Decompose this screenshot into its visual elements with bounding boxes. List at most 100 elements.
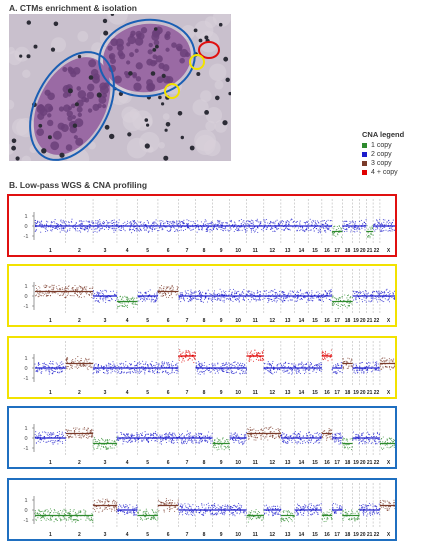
chromosome-label: 13 [285,318,291,324]
chromosome-label: 9 [220,460,223,466]
chromosome-label: 5 [146,318,149,324]
chromosome-label: 3 [104,532,107,538]
chromosome-label: 20 [360,460,366,466]
chromosome-label: 4 [126,532,129,538]
micrograph-image [9,14,231,161]
chromosome-label: 22 [374,248,380,254]
cna-profile-panel: 1 0 -1 1 2 3 4 5 6 7 8 9 10 11 12 13 14 15 16 17 18 19 20 21 22 X [7,194,397,257]
chromosome-label: 20 [360,390,366,396]
cell-circle-yellow [189,54,205,70]
chromosome-label: 1 [49,248,52,254]
cna-profile-panel: 1 0 -1 1 2 3 4 5 6 7 8 9 10 11 12 13 14 15 16 17 18 19 20 21 22 X [7,478,397,541]
y-tick-label: -1 [24,518,29,524]
chromosome-label: 15 [312,318,318,324]
y-tick-label: 1 [24,426,27,432]
cna-profile-panel: 1 0 -1 1 2 3 4 5 6 7 8 9 10 11 12 13 14 15 16 17 18 19 20 21 22 X [7,264,397,327]
chromosome-label: X [387,248,391,254]
chromosome-label: 22 [374,460,380,466]
chromosome-label: 16 [324,318,330,324]
chromosome-label: 14 [299,532,305,538]
chromosome-label: 8 [203,532,206,538]
chromosome-label: 20 [360,248,366,254]
chromosome-label: 19 [353,532,359,538]
chromosome-label: 19 [353,390,359,396]
chromosome-label: 14 [299,248,305,254]
chromosome-label: 13 [285,248,291,254]
chromosome-label: 21 [367,390,373,396]
chromosome-label: 5 [146,390,149,396]
chromosome-label: 13 [285,390,291,396]
chromosome-label: 2 [78,390,81,396]
chromosome-label: 3 [104,248,107,254]
chromosome-label: 19 [353,318,359,324]
chromosome-label: 9 [220,390,223,396]
legend-item: 1 copy [362,141,404,150]
chromosome-label: 5 [146,460,149,466]
legend-item: 3 copy [362,159,404,168]
chromosome-label: 8 [203,390,206,396]
cell-circle-yellow [164,83,180,99]
chromosome-label: 11 [253,390,259,396]
chromosome-label: 7 [186,390,189,396]
legend-swatch [362,170,367,175]
chromosome-label: 2 [78,532,81,538]
chromosome-label: 18 [345,390,351,396]
chromosome-label: 10 [235,248,241,254]
chromosome-label: 22 [374,318,380,324]
chromosome-label: 2 [78,318,81,324]
chromosome-label: 14 [299,390,305,396]
chromosome-label: 15 [312,390,318,396]
chromosome-label: 17 [334,248,340,254]
cna-scatter [34,349,395,376]
chromosome-label: 9 [220,248,223,254]
y-tick-label: -1 [24,234,29,240]
chromosome-label: 1 [49,532,52,538]
chromosome-label: 17 [334,532,340,538]
chromosome-label: 13 [285,460,291,466]
chromosome-label: 2 [78,460,81,466]
y-tick-label: -1 [24,446,29,452]
chromosome-label: 16 [324,248,330,254]
legend-swatch [362,143,367,148]
cna-scatter [34,426,395,451]
chromosome-label: 7 [186,248,189,254]
section-a-title: A. CTMs enrichment & isolation [9,3,137,13]
legend-label: 4 + copy [371,169,398,176]
chromosome-label: 4 [126,318,129,324]
y-tick-label: 0 [24,224,27,230]
chromosome-label: 5 [146,532,149,538]
legend-item: 2 copy [362,150,404,159]
chromosome-label: X [387,460,391,466]
chromosome-label: 5 [146,248,149,254]
cna-profile-panel: 1 0 -1 1 2 3 4 5 6 7 8 9 10 11 12 13 14 15 16 17 18 19 20 21 22 X [7,406,397,469]
chromosome-label: 21 [367,460,373,466]
y-tick-label: 0 [24,294,27,300]
chromosome-label: 15 [312,460,318,466]
chromosome-label: 22 [374,390,380,396]
chromosome-label: 9 [220,318,223,324]
chromosome-label: 18 [345,318,351,324]
chromosome-label: 12 [270,460,276,466]
section-b-title: B. Low-pass WGS & CNA profiling [9,180,148,190]
chromosome-label: 11 [253,460,259,466]
chromosome-label: 14 [299,318,305,324]
chromosome-label: 6 [167,460,170,466]
y-tick-label: 1 [24,356,27,362]
chromosome-label: 7 [186,532,189,538]
y-tick-label: 1 [24,498,27,504]
chromosome-label: 6 [167,318,170,324]
chromosome-label: X [387,390,391,396]
chromosome-label: 2 [78,248,81,254]
chromosome-label: 11 [253,248,259,254]
chromosome-label: 15 [312,532,318,538]
chromosome-label: 17 [334,390,340,396]
chromosome-label: 10 [235,318,241,324]
cna-profile-panel: 1 0 -1 1 2 3 4 5 6 7 8 9 10 11 12 13 14 15 16 17 18 19 20 21 22 X [7,336,397,399]
chromosome-label: 19 [353,248,359,254]
chromosome-label: 16 [324,532,330,538]
y-tick-label: -1 [24,376,29,382]
y-tick-label: 0 [24,436,27,442]
y-tick-label: -1 [24,304,29,310]
chromosome-label: 16 [324,390,330,396]
chromosome-label: 8 [203,318,206,324]
